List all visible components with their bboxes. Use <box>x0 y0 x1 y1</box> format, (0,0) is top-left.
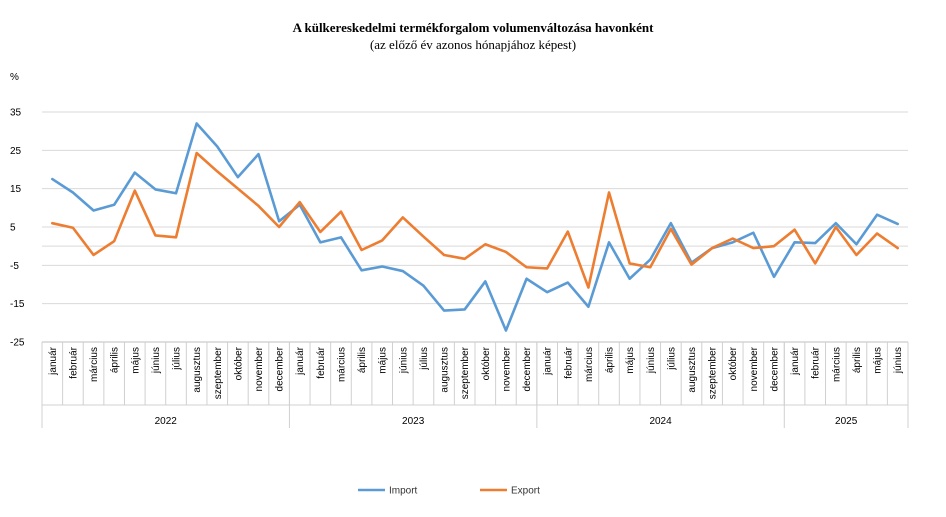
legend: Import Export <box>358 486 540 497</box>
legend-label-export: Export <box>511 486 540 497</box>
month-label: január <box>295 346 306 375</box>
year-label: 2024 <box>649 416 672 427</box>
month-label: január <box>790 346 801 375</box>
chart-subtitle: (az előző év azonos hónapjához képest) <box>369 37 577 52</box>
month-label: június <box>151 347 162 374</box>
month-label: április <box>110 347 121 373</box>
month-label: április <box>852 347 863 373</box>
month-label: május <box>130 347 141 374</box>
month-label: december <box>275 346 286 391</box>
month-label: április <box>357 347 368 373</box>
y-axis-label: % <box>10 72 19 83</box>
series-line-export <box>51 151 899 289</box>
month-label: július <box>666 347 677 371</box>
month-label: március <box>831 347 842 382</box>
gridlines: 35 25 15 5 -5 -15 -25 <box>10 108 908 349</box>
month-label: július <box>419 347 430 371</box>
y-tick-label: 25 <box>10 146 22 157</box>
y-tick-label: 15 <box>10 184 22 195</box>
month-label: december <box>769 346 780 391</box>
month-label: július <box>172 347 183 371</box>
y-tick-label: -5 <box>10 261 19 272</box>
series-lines <box>51 122 899 332</box>
y-tick-label: 5 <box>10 223 16 234</box>
month-label: augusztus <box>440 347 451 393</box>
month-label: február <box>563 346 574 378</box>
month-label: február <box>811 346 822 378</box>
x-axis: január február március április május június jú… <box>41 245 909 428</box>
month-label: június <box>893 347 904 374</box>
month-label: március <box>336 347 347 382</box>
month-label: május <box>625 347 636 374</box>
month-label: április <box>605 347 616 373</box>
month-label: november <box>501 346 512 391</box>
month-label: február <box>68 346 79 378</box>
month-label: október <box>481 346 492 380</box>
chart-title: A külkereskedelmi termékforgalom volumen… <box>292 20 654 35</box>
month-label: szeptember <box>213 346 224 399</box>
month-label: május <box>873 347 884 374</box>
month-label: szeptember <box>460 346 471 399</box>
month-label: december <box>522 346 533 391</box>
y-tick-label: -15 <box>10 299 25 310</box>
legend-label-import: Import <box>389 486 418 497</box>
year-label: 2022 <box>155 416 178 427</box>
year-label: 2023 <box>402 416 425 427</box>
month-label: június <box>398 347 409 374</box>
month-label: augusztus <box>192 347 203 393</box>
month-label: január <box>48 346 59 375</box>
month-label: október <box>233 346 244 380</box>
y-tick-label: 35 <box>10 108 22 119</box>
month-label: november <box>749 346 760 391</box>
month-label: március <box>584 347 595 382</box>
month-label: június <box>646 347 657 374</box>
y-tick-label: -25 <box>10 338 25 349</box>
month-label: augusztus <box>687 347 698 393</box>
month-label: szeptember <box>708 346 719 399</box>
month-label: február <box>316 346 327 378</box>
month-label: május <box>378 347 389 374</box>
month-label: március <box>89 347 100 382</box>
month-label: október <box>728 346 739 380</box>
series-line-import <box>51 122 899 332</box>
year-label: 2025 <box>835 416 858 427</box>
month-label: november <box>254 346 265 391</box>
month-label: január <box>543 346 554 375</box>
